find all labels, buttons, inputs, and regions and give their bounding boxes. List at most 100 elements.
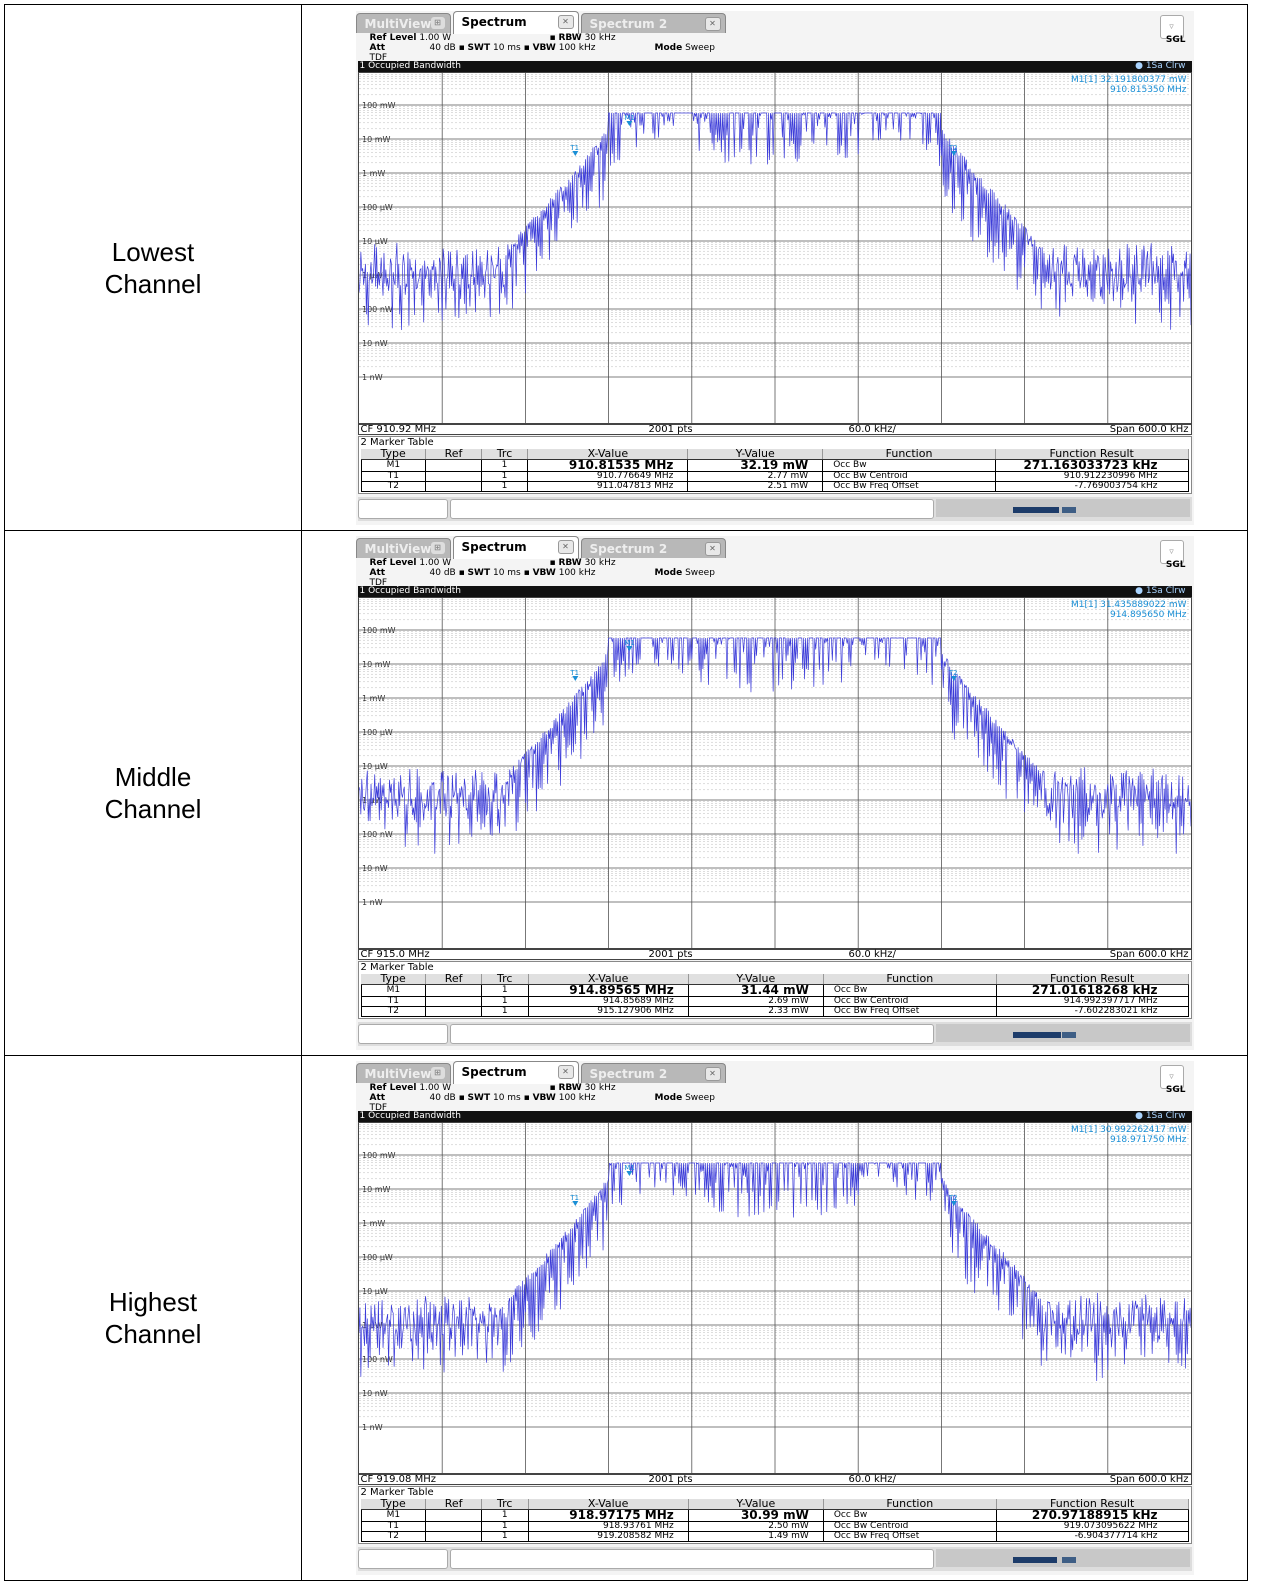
- marker-result: 270.97188915 kHz: [995, 1509, 1189, 1522]
- y-tick-label: 100 mW: [362, 1151, 396, 1160]
- rbw-label: RBW: [558, 1083, 582, 1093]
- chevron-down-icon[interactable]: ▿: [1159, 540, 1184, 564]
- marker-table-title: 2 Marker Table: [360, 962, 434, 973]
- tab-spectrum[interactable]: Spectrum ✕: [452, 1061, 579, 1084]
- vbw-value: 100 kHz: [558, 1093, 596, 1103]
- tab-bar: MultiView ⊞ Spectrum ✕ Spectrum 2 ✕ ▿: [355, 1061, 1194, 1089]
- rbw-label: RBW: [558, 558, 582, 568]
- marker-triangle: [625, 1171, 632, 1176]
- column-header: Trc: [481, 1498, 529, 1510]
- marker-result: -6.904377714 kHz: [995, 1531, 1189, 1542]
- spectrum-trace: [358, 111, 1191, 330]
- spectrum-plot: 100 mW 10 mW 1 mW 100 µW 10 µW 1 µW 100 nW 10 n…: [357, 597, 1192, 949]
- column-header: Function: [823, 1498, 997, 1510]
- tab-spectrum[interactable]: Spectrum ✕: [452, 10, 579, 34]
- marker-triangle: [571, 150, 578, 156]
- x-axis-info: CF 910.92 MHz 2001 pts 60.0 kHz/ Span 60…: [357, 423, 1192, 435]
- marker-result: 271.163033723 kHz: [994, 458, 1189, 472]
- sgl-indicator: SGL: [1165, 560, 1186, 570]
- channel-label-line2: Channel: [104, 268, 202, 299]
- marker-table: 2 Marker Table Type Ref Trc X-Value Y-Value F…: [357, 435, 1192, 494]
- marker-table: 2 Marker Table Type Ref Trc X-Value Y-Value F…: [357, 1486, 1192, 1544]
- y-tick-label: 100 µW: [362, 728, 393, 737]
- y-tick-label: 10 µW: [362, 1287, 388, 1296]
- att-label: Att: [369, 1093, 386, 1103]
- status-field-message: [449, 1549, 934, 1569]
- ref-level-value: 1.00 W: [419, 32, 452, 43]
- trace-mode: ● 1Sa Clrw: [1135, 60, 1186, 71]
- chevron-down-icon[interactable]: ▿: [1159, 1065, 1184, 1089]
- y-tick-label: 10 µW: [362, 237, 388, 246]
- tab-multiview[interactable]: MultiView ⊞: [355, 12, 451, 33]
- x-axis-info: CF 919.08 MHz 2001 pts 60.0 kHz/ Span 60…: [357, 1474, 1192, 1485]
- marker-func: Occ Bw: [822, 458, 996, 472]
- tab-multiview[interactable]: MultiView ⊞: [355, 1063, 451, 1083]
- status-field-message: [449, 1024, 934, 1044]
- y-tick-label: 100 µW: [362, 203, 393, 212]
- channel-label: Middle Channel: [4, 530, 302, 1056]
- window-title-bar: 1 Occupied Bandwidth ● 1Sa Clrw: [357, 586, 1192, 597]
- marker-y: 30.99 mW: [687, 1509, 824, 1522]
- tab-multiview[interactable]: MultiView ⊞: [355, 538, 451, 558]
- tdf-label: TDF: [369, 52, 388, 63]
- y-tick-label: 1 nW: [362, 898, 383, 907]
- marker-table-grid: Type Ref Trc X-Value Y-Value Function Function…: [360, 973, 1189, 1017]
- marker-type: T1: [360, 1521, 427, 1532]
- close-icon[interactable]: ✕: [557, 14, 574, 29]
- channel-label-line2: Channel: [104, 1319, 202, 1349]
- swt-label: SWT: [467, 42, 491, 53]
- marker-table: 2 Marker Table Type Ref Trc X-Value Y-Value F…: [357, 961, 1192, 1019]
- marker-func: Occ Bw Freq Offset: [822, 480, 996, 492]
- close-icon[interactable]: ✕: [557, 540, 574, 554]
- grid-icon: ⊞: [430, 1067, 445, 1079]
- marker-triangle: [950, 150, 957, 156]
- marker-label: T1: [569, 144, 579, 152]
- y-tick-label: 1 mW: [362, 169, 385, 178]
- rbw-value: 30 kHz: [584, 558, 616, 568]
- close-icon[interactable]: ✕: [704, 542, 721, 556]
- column-header: Trc: [481, 973, 529, 985]
- close-icon[interactable]: ✕: [704, 1067, 721, 1081]
- swt-value: 10 ms: [492, 568, 521, 578]
- x-axis-info: CF 915.0 MHz 2001 pts 60.0 kHz/ Span 600…: [357, 949, 1192, 960]
- vbw-label: VBW: [532, 568, 556, 578]
- vbw-label: VBW: [532, 1093, 556, 1103]
- tab-spectrum-2[interactable]: Spectrum 2 ✕: [580, 1063, 726, 1083]
- marker-row: M1 1 914.89565 MHz 31.44 mW Occ Bw 271.016182…: [360, 984, 1189, 997]
- y-tick-label: 1 mW: [362, 694, 385, 703]
- marker-y: 2.50 mW: [687, 1521, 824, 1532]
- y-tick-label: 100 nW: [362, 830, 393, 839]
- ref-level-value: 1.00 W: [419, 1083, 452, 1093]
- att-value: 40 dB: [429, 42, 456, 53]
- channel-label-line2: Channel: [104, 794, 202, 824]
- marker-x: 918.93761 MHz: [527, 1521, 689, 1532]
- x-division: 60.0 kHz/: [848, 423, 896, 435]
- marker-ref: [425, 458, 482, 472]
- marker-y: 2.33 mW: [687, 1006, 824, 1017]
- y-tick-label: 10 µW: [362, 762, 388, 771]
- close-icon[interactable]: ✕: [557, 1065, 574, 1079]
- results-table: Lowest Channel MultiView ⊞ Spectrum ✕ Spec…: [4, 4, 1248, 1581]
- marker-readout-level: M1[1] 31.435889022 mW: [1071, 600, 1187, 610]
- tab-spectrum-2[interactable]: Spectrum 2 ✕: [580, 12, 726, 33]
- marker-type: T2: [360, 480, 427, 492]
- tab-spectrum[interactable]: Spectrum ✕: [452, 536, 579, 559]
- ref-level-label: Ref Level: [369, 558, 417, 568]
- close-icon[interactable]: ✕: [704, 16, 721, 31]
- center-frequency: CF 910.92 MHz: [360, 423, 436, 435]
- measurement-settings: Ref Level 1.00 W ▪ RBW 30 kHz Att 40 dB …: [369, 558, 715, 588]
- att-label: Att: [369, 568, 386, 578]
- window-title-bar: 1 Occupied Bandwidth ● 1Sa Clrw: [357, 60, 1192, 72]
- tab-spectrum-2[interactable]: Spectrum 2 ✕: [580, 538, 726, 558]
- channel-label-line1: Highest: [108, 1287, 198, 1317]
- spectrum-analyzer-screen: MultiView ⊞ Spectrum ✕ Spectrum 2 ✕ ▿ Ref L…: [355, 1061, 1194, 1575]
- spectrum-plot: 100 mW 10 mW 1 mW 100 µW 10 µW 1 µW 100 nW 10 n…: [357, 1122, 1192, 1474]
- marker-y: 31.44 mW: [687, 984, 824, 997]
- marker-result: 271.01618268 kHz: [995, 984, 1189, 997]
- sweep-points: 2001 pts: [648, 1474, 693, 1485]
- vbw-value: 100 kHz: [558, 568, 596, 578]
- marker-func: Occ Bw: [822, 984, 997, 997]
- chevron-down-icon[interactable]: ▿: [1159, 14, 1184, 39]
- mode-value: Sweep: [685, 1093, 715, 1103]
